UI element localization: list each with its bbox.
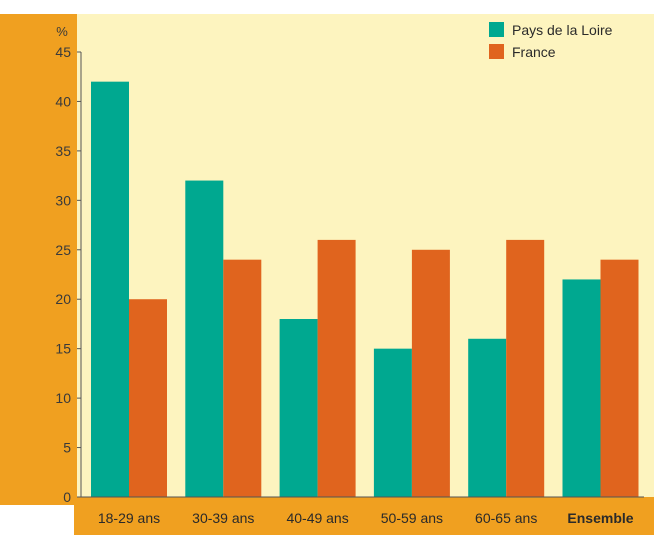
x-tick-label: 30-39 ans xyxy=(192,510,254,526)
y-tick-label: 40 xyxy=(55,93,71,109)
x-axis-labels: 18-29 ans 30-39 ans 40-49 ans 50-59 ans 60-6… xyxy=(98,510,634,526)
legend-swatch xyxy=(489,22,504,37)
y-axis-ticks: 0 5 10 15 20 25 30 35 40 45 xyxy=(55,44,81,505)
x-tick-label: 50-59 ans xyxy=(381,510,443,526)
x-tick-label: 40-49 ans xyxy=(286,510,348,526)
x-tick-label: Ensemble xyxy=(567,510,633,526)
legend-label: France xyxy=(512,44,556,60)
y-tick-label: 45 xyxy=(55,44,71,60)
bar-pays-de-la-loire-40-49-ans xyxy=(279,319,318,497)
y-tick-label: 25 xyxy=(55,242,71,258)
bar-france-ensemble xyxy=(600,259,639,497)
y-axis-unit-label: % xyxy=(56,24,68,39)
chart-frame-left xyxy=(0,14,77,505)
bar-pays-de-la-loire-30-39-ans xyxy=(185,180,224,498)
y-tick-label: 20 xyxy=(55,291,71,307)
y-tick-label: 10 xyxy=(55,390,71,406)
bar-pays-de-la-loire-18-29-ans xyxy=(91,81,129,498)
y-tick-label: 30 xyxy=(55,192,71,208)
bar-france-50-59-ans xyxy=(411,249,450,497)
y-tick-label: 35 xyxy=(55,143,71,159)
bar-france-40-49-ans xyxy=(317,239,356,497)
legend-label: Pays de la Loire xyxy=(512,22,613,38)
legend-swatch xyxy=(489,44,504,59)
x-tick-label: 18-29 ans xyxy=(98,510,160,526)
bar-pays-de-la-loire-60-65-ans xyxy=(468,338,507,497)
x-tick-label: 60-65 ans xyxy=(475,510,537,526)
bar-pays-de-la-loire-50-59-ans xyxy=(373,348,412,497)
plot-background xyxy=(77,14,654,497)
chart-frame-bottom xyxy=(74,497,654,535)
y-tick-label: 0 xyxy=(63,489,71,505)
legend: Pays de la Loire France xyxy=(489,22,613,60)
bar-france-30-39-ans xyxy=(223,259,262,497)
bar-france-18-29-ans xyxy=(129,299,167,497)
y-tick-label: 15 xyxy=(55,341,71,357)
bars xyxy=(91,81,639,498)
bar-france-60-65-ans xyxy=(506,239,545,497)
bar-pays-de-la-loire-ensemble xyxy=(562,279,601,497)
y-tick-label: 5 xyxy=(63,440,71,456)
